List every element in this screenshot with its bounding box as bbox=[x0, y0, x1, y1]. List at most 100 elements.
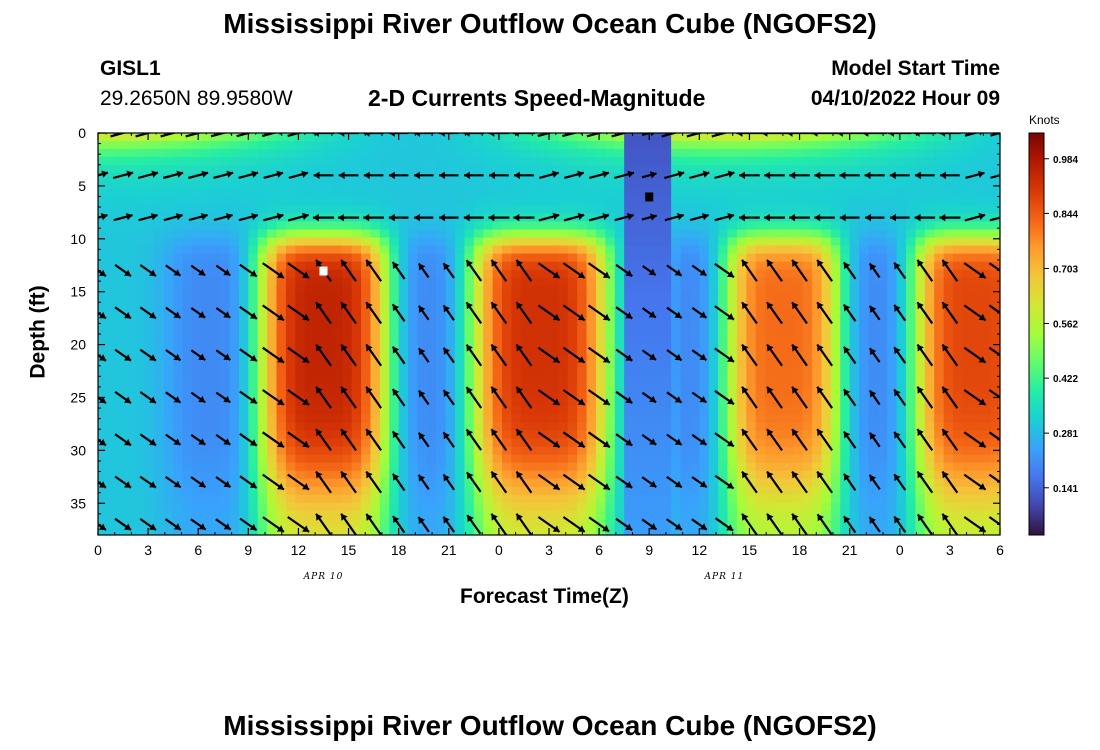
heatmap-cell bbox=[962, 494, 973, 504]
heatmap-cell bbox=[877, 334, 888, 343]
heatmap-cell bbox=[755, 205, 766, 214]
heatmap-cell bbox=[793, 165, 804, 174]
heatmap-cell bbox=[962, 325, 973, 335]
current-arrow-head bbox=[223, 395, 231, 403]
heatmap-cell bbox=[840, 366, 851, 375]
heatmap-cell bbox=[981, 317, 992, 327]
heatmap-cell bbox=[201, 229, 212, 239]
heatmap-cell bbox=[943, 526, 954, 535]
heatmap-cell bbox=[191, 454, 202, 464]
heatmap-cell bbox=[652, 165, 663, 174]
heatmap-cell bbox=[511, 358, 522, 367]
heatmap-cell bbox=[558, 317, 569, 327]
heatmap-cell bbox=[238, 342, 249, 351]
heatmap-cell bbox=[567, 454, 578, 464]
heatmap-cell bbox=[755, 253, 766, 263]
heatmap-cell bbox=[229, 301, 240, 311]
heatmap-cell bbox=[981, 454, 992, 464]
heatmap-cell bbox=[708, 293, 719, 303]
heatmap-cell bbox=[182, 181, 193, 190]
heatmap-cell bbox=[116, 237, 127, 247]
heatmap-cell bbox=[971, 317, 982, 327]
heatmap-cell bbox=[182, 366, 193, 375]
heatmap-cell bbox=[201, 293, 212, 303]
heatmap-cell bbox=[257, 366, 268, 375]
heatmap-cell bbox=[276, 366, 287, 375]
heatmap-cell bbox=[473, 510, 484, 520]
heatmap-cell bbox=[389, 334, 400, 343]
heatmap-cell bbox=[276, 374, 287, 383]
heatmap-cell bbox=[896, 197, 907, 206]
heatmap-cell bbox=[549, 149, 559, 158]
heatmap-cell bbox=[135, 293, 146, 303]
heatmap-cell bbox=[502, 502, 513, 512]
heatmap-cell bbox=[473, 334, 484, 343]
heatmap-cell bbox=[699, 494, 710, 504]
heatmap-cell bbox=[436, 141, 447, 150]
heatmap-cell bbox=[680, 237, 691, 247]
heatmap-cell bbox=[483, 189, 494, 198]
heatmap-cell bbox=[962, 358, 973, 367]
heatmap-cell bbox=[342, 229, 353, 239]
heatmap-cell bbox=[483, 205, 494, 214]
heatmap-cell bbox=[304, 245, 315, 255]
heatmap-cell bbox=[624, 510, 635, 520]
heatmap-cell bbox=[398, 269, 409, 279]
heatmap-cell bbox=[605, 358, 616, 367]
heatmap-cell bbox=[708, 269, 719, 279]
heatmap-cell bbox=[793, 414, 804, 424]
heatmap-cell bbox=[633, 342, 644, 351]
heatmap-cell bbox=[802, 446, 813, 456]
heatmap-cell bbox=[304, 269, 315, 279]
heatmap-cell bbox=[389, 494, 400, 504]
heatmap-cell bbox=[163, 454, 174, 464]
heatmap-cell bbox=[689, 181, 700, 190]
heatmap-cell bbox=[295, 374, 306, 383]
heatmap-cell bbox=[426, 478, 437, 488]
current-arrow-head bbox=[149, 481, 156, 488]
heatmap-cell bbox=[173, 229, 184, 239]
heatmap-cell bbox=[887, 470, 898, 480]
heatmap-cell bbox=[154, 422, 165, 432]
heatmap-cell bbox=[182, 213, 193, 223]
heatmap-cell bbox=[981, 325, 992, 335]
heatmap-cell bbox=[793, 446, 804, 456]
heatmap-cell bbox=[680, 334, 691, 343]
heatmap-cell bbox=[417, 502, 428, 512]
heatmap-cell bbox=[934, 350, 945, 359]
heatmap-cell bbox=[953, 189, 964, 198]
heatmap-cell bbox=[304, 414, 315, 424]
heatmap-cell bbox=[680, 149, 691, 158]
heatmap-cell bbox=[238, 277, 249, 287]
heatmap-cell bbox=[821, 205, 832, 214]
heatmap-cell bbox=[126, 350, 137, 359]
heatmap-cell bbox=[783, 173, 794, 182]
heatmap-cell bbox=[229, 237, 240, 247]
heatmap-cell bbox=[605, 494, 616, 504]
heatmap-cell bbox=[812, 454, 823, 464]
heatmap-cell bbox=[191, 301, 202, 311]
heatmap-cell bbox=[389, 221, 400, 231]
heatmap-cell bbox=[962, 141, 973, 150]
heatmap-cell bbox=[830, 325, 841, 335]
heatmap-cell bbox=[586, 149, 597, 158]
heatmap-cell bbox=[708, 406, 719, 415]
heatmap-cell bbox=[163, 205, 174, 214]
heatmap-cell bbox=[173, 205, 184, 214]
heatmap-cell bbox=[549, 309, 559, 319]
heatmap-cell bbox=[173, 149, 184, 158]
heatmap-cell bbox=[924, 494, 935, 504]
heatmap-cell bbox=[624, 141, 635, 150]
heatmap-cell bbox=[520, 342, 531, 351]
heatmap-cell bbox=[436, 358, 447, 367]
heatmap-cell bbox=[173, 245, 184, 255]
heatmap-cell bbox=[718, 414, 729, 424]
heatmap-cell bbox=[539, 317, 550, 327]
heatmap-cell bbox=[511, 518, 522, 528]
heatmap-cell bbox=[595, 390, 606, 399]
heatmap-cell bbox=[351, 422, 362, 432]
heatmap-cell bbox=[502, 382, 513, 391]
heatmap-cell bbox=[595, 446, 606, 456]
heatmap-cell bbox=[370, 237, 381, 247]
heatmap-cell bbox=[877, 277, 888, 287]
